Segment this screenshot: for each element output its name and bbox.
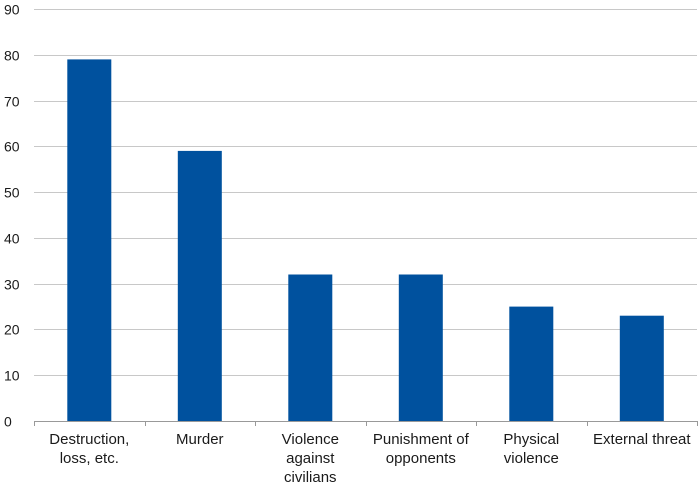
x-tick-label-line: External threat — [593, 431, 691, 448]
y-tick-label: 10 — [4, 368, 20, 384]
y-tick-label: 60 — [4, 139, 20, 155]
x-tick-label: Murder — [176, 431, 224, 448]
x-tick-label: Physical violence — [503, 431, 559, 467]
x-tick-label: Destruction, loss, etc. — [49, 431, 129, 467]
y-tick-label: 20 — [4, 322, 20, 338]
y-tick-label: 50 — [4, 185, 20, 201]
y-tick-label: 90 — [4, 2, 20, 18]
x-tick-label-line: loss, etc. — [60, 450, 119, 467]
x-tick-label-line: civilians — [284, 469, 337, 484]
bar-1 — [67, 59, 112, 422]
y-tick-label: 30 — [4, 277, 20, 293]
x-tick-label-line: opponents — [386, 450, 456, 467]
y-tick-label: 40 — [4, 231, 20, 247]
x-tick-label-line: against — [286, 450, 335, 467]
y-tick-label: 80 — [4, 48, 20, 64]
x-tick-label-line: Destruction, — [49, 431, 129, 448]
x-tick-label-line: Violence — [282, 431, 339, 448]
x-tick-label-line: Murder — [176, 431, 224, 448]
x-axis — [34, 421, 698, 426]
x-tick-label: External threat — [593, 431, 691, 448]
x-tick-label-line: violence — [504, 450, 559, 467]
x-tick-label-line: Physical — [503, 431, 559, 448]
gridlines — [34, 9, 697, 376]
x-axis-labels: Destruction, loss, etc. Murder Violence agai… — [49, 431, 691, 486]
bar-4 — [398, 274, 443, 421]
bar-3 — [288, 274, 333, 421]
y-tick-label: 0 — [4, 414, 12, 430]
x-tick-label: Punishment of opponents — [373, 431, 470, 467]
bars — [67, 59, 664, 422]
y-tick-label: 70 — [4, 94, 20, 110]
bar-6 — [619, 315, 664, 421]
y-axis-ticks: 0 10 20 30 40 50 60 70 80 90 — [4, 2, 20, 430]
bar-5 — [509, 306, 554, 421]
x-tick-label-line: Punishment of — [373, 431, 470, 448]
x-tick-label: Violence against civilians — [282, 431, 339, 484]
bar-2 — [177, 150, 222, 421]
